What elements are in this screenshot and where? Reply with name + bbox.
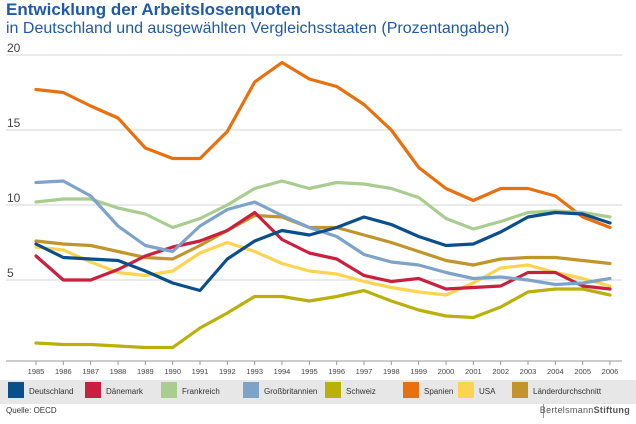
y-axis-ticks: 5 10 15 20 — [7, 41, 21, 280]
legend-swatch — [243, 382, 259, 398]
x-tick-label: 2000 — [438, 367, 455, 376]
series-line-dänemark — [34, 210, 612, 291]
legend-label: Deutschland — [29, 387, 74, 396]
x-tick-label: 2003 — [520, 367, 537, 376]
series-line-schweiz — [34, 287, 612, 350]
x-tick-label: 1993 — [246, 367, 263, 376]
legend-label: USA — [479, 387, 496, 396]
source-note: Quelle: OECD — [6, 406, 57, 415]
x-tick-label: 1985 — [28, 367, 45, 376]
x-axis-ticks: 1985 1986 1987 1988 1989 1990 1991 1992 1993 1994… — [28, 361, 619, 376]
series-line-deutschland — [34, 210, 612, 293]
series-lines — [34, 60, 612, 350]
y-tick-label: 5 — [7, 266, 14, 280]
x-tick-label: 2002 — [492, 367, 509, 376]
x-tick-label: 1986 — [55, 367, 72, 376]
legend-swatch — [512, 382, 528, 398]
legend: Deutschland Dänemark Frankreich Großbritann… — [0, 380, 636, 404]
x-tick-label: 1995 — [301, 367, 318, 376]
series-line-länderdurchschnitt — [34, 213, 612, 267]
legend-swatch — [161, 382, 177, 398]
legend-label: Schweiz — [346, 387, 376, 396]
series-line-spanien — [34, 60, 612, 230]
brand-strong: Stiftung — [593, 405, 630, 415]
chart-title: Entwicklung der Arbeitslosenquoten — [6, 0, 302, 19]
x-tick-label: 1987 — [82, 367, 99, 376]
x-tick-label: 2005 — [574, 367, 591, 376]
x-tick-label: 1990 — [164, 367, 181, 376]
legend-swatch — [8, 382, 24, 398]
x-tick-label: 1992 — [219, 367, 236, 376]
x-tick-label: 1988 — [110, 367, 127, 376]
x-tick-label: 2004 — [547, 367, 564, 376]
y-tick-label: 15 — [7, 116, 21, 130]
legend-swatch — [85, 382, 101, 398]
series-line-frankreich — [34, 179, 612, 231]
x-tick-label: 1998 — [383, 367, 400, 376]
grid — [6, 54, 622, 362]
brand-light: Bertelsmann — [539, 405, 594, 415]
legend-label: Spanien — [424, 387, 454, 396]
x-tick-label: 2006 — [602, 367, 619, 376]
brand-logo: BertelsmannStiftung — [540, 405, 630, 415]
x-tick-label: 1991 — [192, 367, 209, 376]
legend-label: Frankreich — [182, 387, 220, 396]
x-tick-label: 1999 — [410, 367, 427, 376]
legend-label: Großbritannien — [264, 387, 318, 396]
legend-label: Dänemark — [106, 387, 143, 396]
x-tick-label: 1997 — [356, 367, 373, 376]
chart-subtitle: in Deutschland und ausgewählten Vergleic… — [6, 20, 510, 37]
series-line-usa — [34, 240, 612, 297]
x-tick-label: 2001 — [465, 367, 482, 376]
y-tick-label: 10 — [7, 191, 21, 205]
x-tick-label: 1996 — [328, 367, 345, 376]
legend-swatch — [325, 382, 341, 398]
x-tick-label: 1994 — [274, 367, 291, 376]
brand-divider — [543, 404, 544, 418]
legend-label: Länderdurchschnitt — [533, 387, 602, 396]
y-tick-label: 20 — [7, 41, 21, 55]
legend-swatch — [458, 382, 474, 398]
x-tick-label: 1989 — [137, 367, 154, 376]
legend-swatch — [403, 382, 419, 398]
